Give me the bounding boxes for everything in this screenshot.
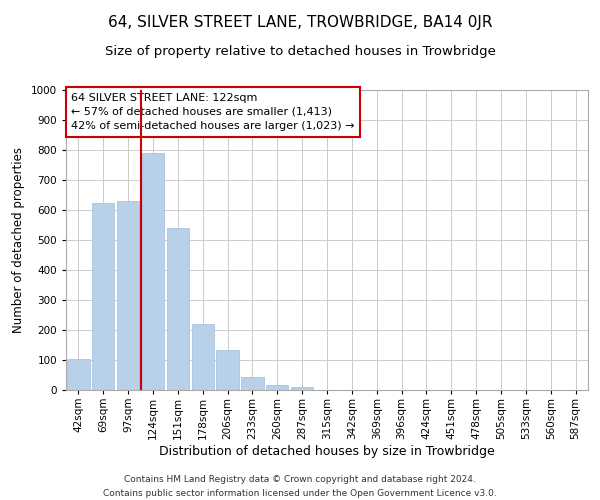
Text: 64 SILVER STREET LANE: 122sqm
← 57% of detached houses are smaller (1,413)
42% o: 64 SILVER STREET LANE: 122sqm ← 57% of d…: [71, 93, 355, 131]
Text: 64, SILVER STREET LANE, TROWBRIDGE, BA14 0JR: 64, SILVER STREET LANE, TROWBRIDGE, BA14…: [108, 15, 492, 30]
Bar: [217, 350, 239, 390]
Bar: [291, 387, 313, 390]
Bar: [92, 202, 115, 390]
X-axis label: Distribution of detached houses by size in Trowbridge: Distribution of detached houses by size …: [159, 444, 495, 458]
Bar: [266, 384, 289, 390]
Bar: [241, 376, 263, 390]
Bar: [191, 324, 214, 390]
Bar: [67, 359, 89, 390]
Bar: [142, 153, 164, 390]
Text: Contains HM Land Registry data © Crown copyright and database right 2024.
Contai: Contains HM Land Registry data © Crown c…: [103, 476, 497, 498]
Bar: [167, 228, 189, 390]
Bar: [117, 201, 139, 390]
Y-axis label: Number of detached properties: Number of detached properties: [12, 147, 25, 333]
Text: Size of property relative to detached houses in Trowbridge: Size of property relative to detached ho…: [104, 45, 496, 58]
